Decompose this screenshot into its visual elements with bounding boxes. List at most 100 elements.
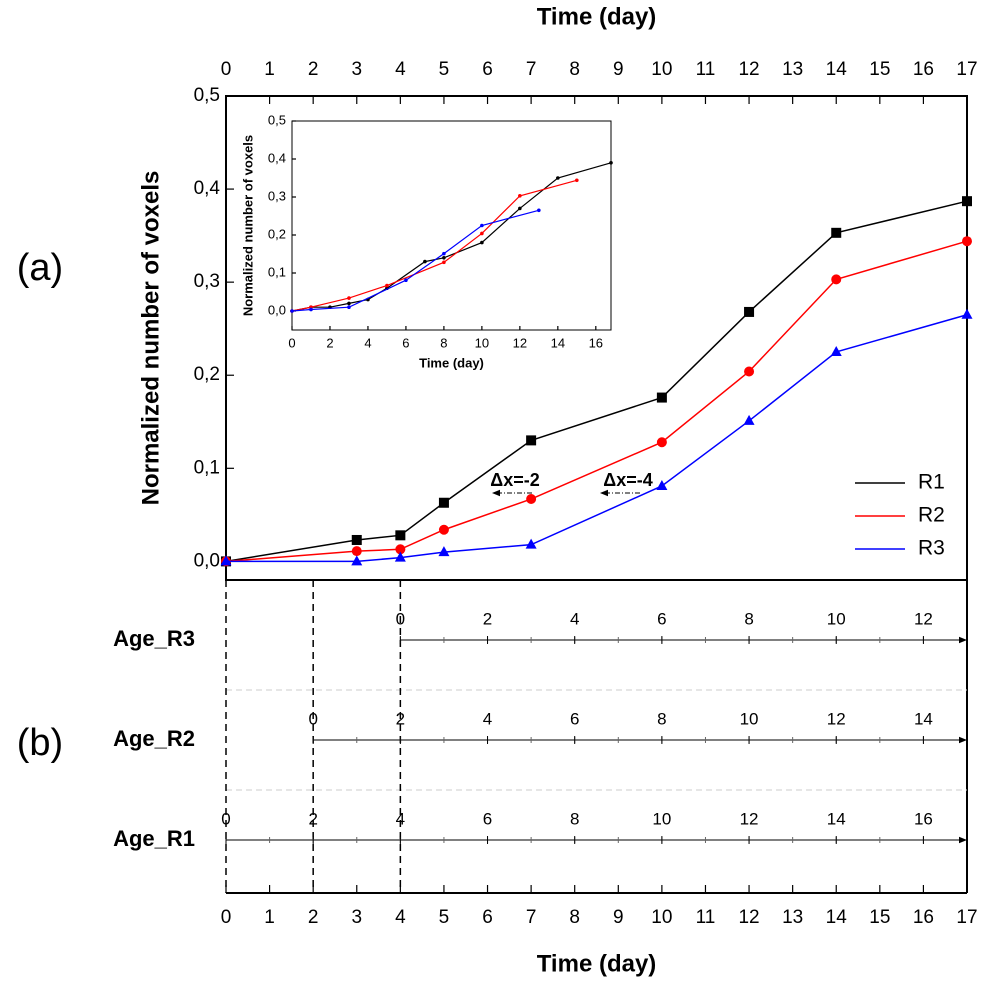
age-tick-label: 16 <box>914 809 933 828</box>
plot-frame <box>225 95 968 581</box>
y-axis-title: Normalized number of voxels <box>240 135 255 316</box>
age-tick-label: 6 <box>657 609 666 628</box>
marker <box>830 345 842 356</box>
legend-label: R1 <box>918 471 945 494</box>
annotation: Δx=-2 <box>490 470 539 490</box>
x-tick-label: 9 <box>613 59 624 80</box>
marker <box>656 479 668 490</box>
x-tick-label: 10 <box>651 907 672 928</box>
age-tick-label: 2 <box>308 809 317 828</box>
marker <box>962 196 972 207</box>
x-tick-label: 6 <box>402 335 409 350</box>
x-tick-label: 5 <box>439 59 450 80</box>
x-tick-label: 8 <box>569 59 580 80</box>
y-tick-label: 0,3 <box>268 188 286 203</box>
x-axis-title: Time (day) <box>419 355 484 370</box>
marker <box>347 301 351 306</box>
marker <box>395 530 406 541</box>
marker <box>656 392 667 403</box>
y-tick-label: 0,1 <box>194 457 220 478</box>
marker <box>537 208 541 213</box>
y-tick-label: 0,3 <box>194 271 220 292</box>
x-tick-label: 14 <box>826 59 848 80</box>
x-tick-label: 7 <box>526 907 537 928</box>
age-tick-label: 14 <box>914 709 933 728</box>
marker <box>347 296 351 300</box>
age-tick-label: 4 <box>483 709 492 728</box>
marker <box>575 178 579 183</box>
x-tick-label: 7 <box>526 59 537 80</box>
age-tick-label: 6 <box>483 809 492 828</box>
y-axis-title: Normalized number of voxels <box>137 171 164 506</box>
age-tick-label: 2 <box>483 609 492 628</box>
x-tick-label: 12 <box>738 907 759 928</box>
x-tick-label: 2 <box>308 907 319 928</box>
x-axis-title: Time (day) <box>537 3 657 30</box>
y-tick-label: 0,5 <box>268 112 286 127</box>
annotation: Δx=-4 <box>603 470 652 490</box>
marker <box>438 497 449 508</box>
x-tick-label: 8 <box>440 335 447 350</box>
series-line <box>291 162 612 312</box>
x-tick-label: 6 <box>482 59 493 80</box>
marker <box>442 260 446 265</box>
x-tick-label: 3 <box>351 59 362 80</box>
x-tick-label: 12 <box>738 59 759 80</box>
x-tick-label: 8 <box>569 907 580 928</box>
marker <box>347 305 351 310</box>
age-tick-label: 10 <box>740 709 759 728</box>
age-tick-label: 10 <box>652 809 671 828</box>
marker <box>744 306 755 317</box>
x-tick-label: 6 <box>482 907 493 928</box>
marker <box>438 524 449 535</box>
y-tick-label: 0,5 <box>194 85 220 106</box>
marker <box>394 551 406 562</box>
x-tick-label: 16 <box>913 59 934 80</box>
panel-label: (a) <box>17 247 63 289</box>
x-tick-label: 14 <box>826 907 848 928</box>
marker <box>290 309 294 313</box>
marker <box>404 278 408 283</box>
x-tick-label: 16 <box>589 335 603 350</box>
age-tick-label: 12 <box>740 809 759 828</box>
x-tick-label: 0 <box>288 335 295 350</box>
marker <box>656 437 667 448</box>
x-tick-label: 5 <box>439 907 450 928</box>
marker <box>438 546 450 557</box>
age-tick-label: 0 <box>308 709 317 728</box>
marker <box>480 231 484 236</box>
age-tick-label: 8 <box>657 709 666 728</box>
panel-label: (b) <box>17 722 63 764</box>
x-tick-label: 4 <box>364 335 371 350</box>
x-tick-label: 0 <box>221 59 232 80</box>
x-tick-label: 10 <box>651 59 672 80</box>
marker <box>480 240 484 245</box>
y-tick-label: 0,4 <box>194 178 221 199</box>
series-line <box>226 314 968 563</box>
age-tick-label: 0 <box>221 809 230 828</box>
x-tick-label: 17 <box>956 59 977 80</box>
x-tick-label: 13 <box>782 59 803 80</box>
x-tick-label: 15 <box>869 59 890 80</box>
y-tick-label: 0,4 <box>268 150 286 165</box>
marker <box>220 555 232 566</box>
x-tick-label: 0 <box>221 907 232 928</box>
x-tick-label: 14 <box>551 335 565 350</box>
x-tick-label: 4 <box>395 907 406 928</box>
x-tick-label: 1 <box>264 59 275 80</box>
row-label: Age_R3 <box>113 626 195 651</box>
age-tick-label: 2 <box>396 709 405 728</box>
marker <box>609 161 613 165</box>
marker <box>351 546 362 557</box>
marker <box>480 223 484 228</box>
age-tick-label: 6 <box>570 709 579 728</box>
y-tick-label: 0,2 <box>194 364 220 385</box>
x-tick-label: 1 <box>264 907 275 928</box>
x-tick-label: 4 <box>395 59 406 80</box>
legend-label: R3 <box>918 537 945 560</box>
x-tick-label: 12 <box>513 335 527 350</box>
age-tick-label: 4 <box>396 809 405 828</box>
x-tick-label: 11 <box>696 907 716 928</box>
age-tick-label: 8 <box>744 609 753 628</box>
